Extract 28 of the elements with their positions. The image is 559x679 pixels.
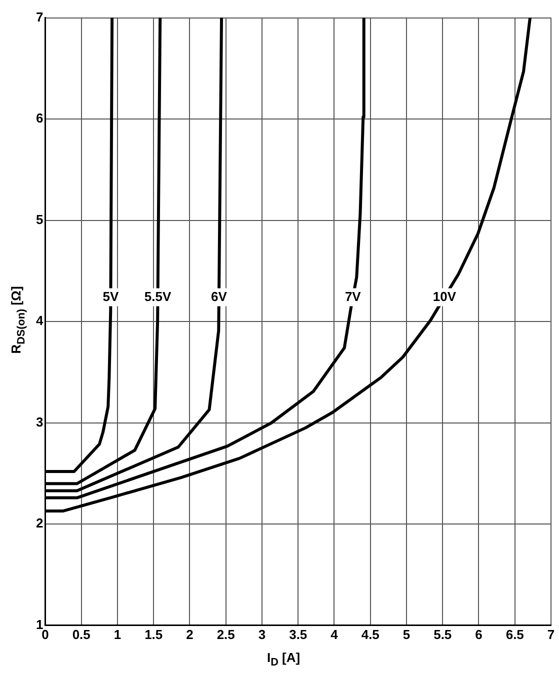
x-tick-label: 3.5 [289, 626, 308, 642]
y-tick-label: 2 [36, 516, 44, 531]
y-tick-label: 7 [36, 9, 44, 24]
x-tick-label: 4.5 [361, 626, 380, 642]
y-tick-label: 3 [36, 414, 44, 430]
series-label: 7V [344, 288, 362, 304]
x-tick-label: 7 [547, 626, 555, 642]
x-tick-label: 5 [402, 626, 410, 642]
y-tick-label: 5 [36, 212, 44, 227]
x-tick-label: 4 [330, 626, 339, 642]
series-label: 5.5V [144, 288, 172, 304]
x-tick-label: 6 [475, 626, 482, 642]
x-tick-label: 0 [42, 626, 49, 642]
x-tick-label: 1 [114, 626, 122, 642]
series-label: 5V [102, 288, 119, 304]
x-tick-label: 6.5 [506, 626, 524, 642]
x-axis-title: I$_{D}$ [A] [266, 650, 302, 669]
x-tick-label: 2 [186, 626, 194, 642]
series-label: 6V [210, 288, 228, 304]
x-tick-label: 2.5 [216, 626, 235, 642]
y-tick-label: 1 [36, 616, 44, 632]
x-tick-label: 3 [258, 626, 266, 642]
x-tick-label: 1.5 [144, 626, 163, 642]
x-tick-label: 0.5 [72, 626, 90, 642]
y-tick-label: 6 [36, 110, 44, 126]
y-tick-label: 4 [36, 313, 44, 328]
x-tick-label: 5.5 [434, 626, 452, 642]
series-label: 10V [432, 288, 456, 304]
